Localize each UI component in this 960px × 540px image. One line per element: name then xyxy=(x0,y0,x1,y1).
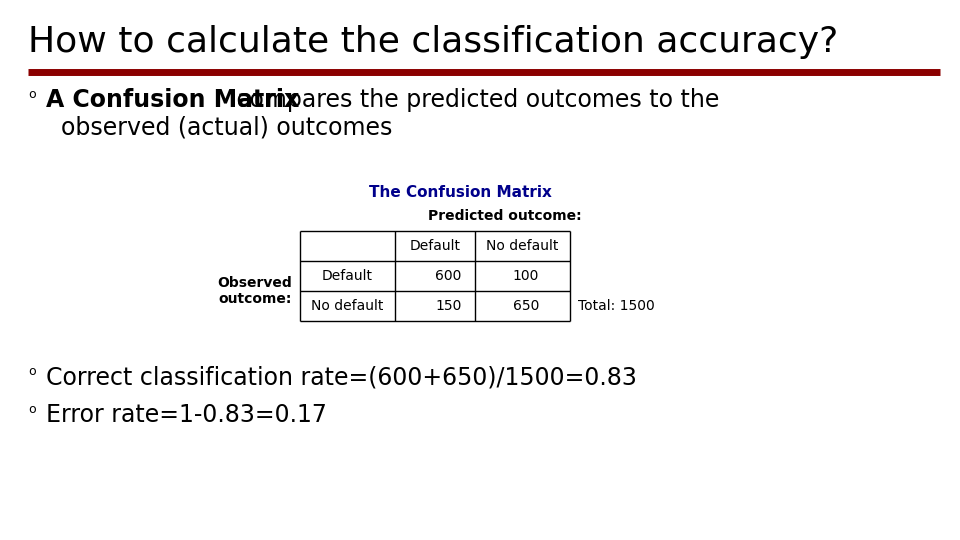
Text: Correct classification rate=(600+650)/1500=0.83: Correct classification rate=(600+650)/15… xyxy=(46,365,636,389)
Text: o: o xyxy=(28,365,36,378)
Text: Observed
outcome:: Observed outcome: xyxy=(217,276,292,306)
Text: The Confusion Matrix: The Confusion Matrix xyxy=(369,185,551,200)
Text: 150: 150 xyxy=(435,299,462,313)
Text: 650: 650 xyxy=(513,299,539,313)
Text: Predicted outcome:: Predicted outcome: xyxy=(428,209,582,223)
Text: How to calculate the classification accuracy?: How to calculate the classification accu… xyxy=(28,25,838,59)
Text: Error rate=1-0.83=0.17: Error rate=1-0.83=0.17 xyxy=(46,403,326,427)
Text: 100: 100 xyxy=(513,269,539,283)
Text: No default: No default xyxy=(311,299,384,313)
Text: Total: 1500: Total: 1500 xyxy=(578,299,655,313)
Text: Default: Default xyxy=(410,239,461,253)
Text: Default: Default xyxy=(322,269,373,283)
Text: No default: No default xyxy=(487,239,559,253)
Text: A Confusion Matrix: A Confusion Matrix xyxy=(46,88,300,112)
Text: o: o xyxy=(28,88,36,101)
Text: compares the predicted outcomes to the: compares the predicted outcomes to the xyxy=(229,88,719,112)
Text: o: o xyxy=(28,403,36,416)
Text: observed (actual) outcomes: observed (actual) outcomes xyxy=(46,116,393,140)
Text: 600: 600 xyxy=(435,269,462,283)
